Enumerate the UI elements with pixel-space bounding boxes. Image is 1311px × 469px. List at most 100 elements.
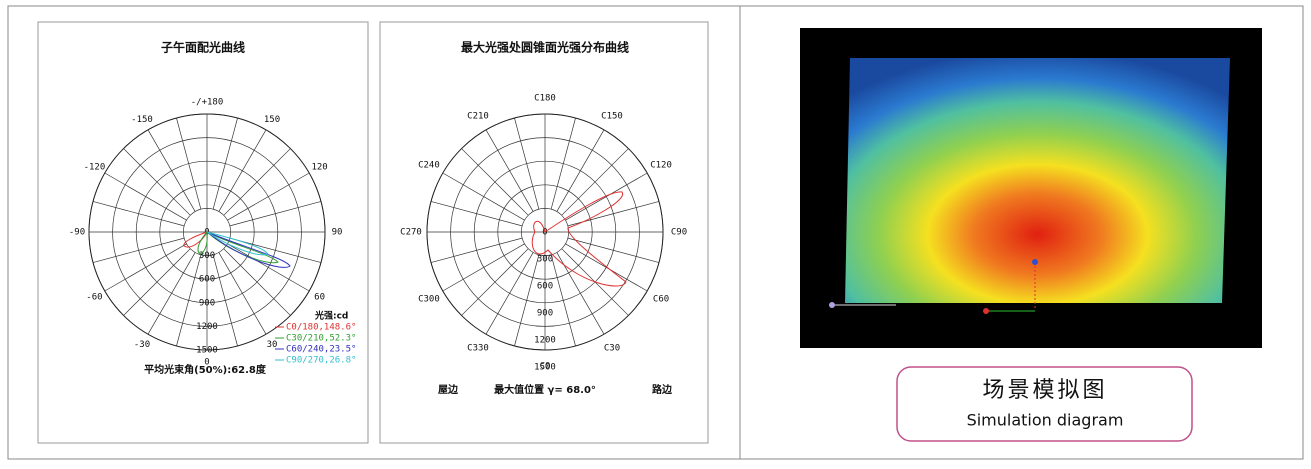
polar-grid: C180 C150 C120 C90 C60 C30 C0 C330 C300 C270 C240 C…	[400, 94, 687, 373]
angle-label: C270	[400, 228, 422, 238]
grid-spoke	[92, 201, 185, 227]
grid-spoke	[176, 117, 202, 210]
grid-spoke	[123, 248, 191, 316]
radial-label: 900	[199, 298, 215, 308]
radial-label: 600	[537, 282, 553, 292]
legend-title: 光强:cd	[314, 310, 348, 322]
grid-spoke	[442, 172, 525, 221]
legend: C0/180,148.6°C30/210,52.3°C60/240,23.5°C…	[275, 323, 356, 366]
angle-label: C330	[467, 344, 489, 354]
marker	[1032, 259, 1038, 265]
grid-spoke	[104, 172, 187, 221]
curve	[206, 231, 269, 256]
curve	[531, 191, 627, 287]
grid-spoke	[223, 248, 291, 316]
footer: 最大值位置 γ= 68.0°	[494, 383, 596, 396]
chart-frame	[37, 21, 369, 444]
angle-label: -60	[86, 293, 102, 303]
angle-label: C150	[601, 111, 623, 121]
grid-spoke	[565, 172, 648, 221]
chart-frame	[379, 21, 709, 444]
outer-frame	[7, 5, 1304, 460]
legend-label: C30/210,52.3°	[286, 334, 356, 344]
angle-label: C60	[653, 295, 669, 305]
angle-label: -150	[131, 115, 153, 125]
grid-spoke	[556, 129, 605, 212]
angle-label: C0	[540, 362, 551, 372]
grid-spoke	[147, 252, 196, 335]
grid-spoke	[212, 254, 238, 347]
radial-label: 900	[537, 309, 553, 319]
grid-spoke	[565, 243, 648, 292]
grid-spoke	[223, 148, 291, 216]
caption-cn: 场景模拟图	[982, 378, 1107, 403]
angle-label: 90	[332, 228, 343, 238]
grid-spoke	[176, 254, 202, 347]
angle-label: 150	[264, 115, 280, 125]
angle-label: -/+180	[191, 98, 224, 108]
footer: 平均光束角(50%):62.8度	[144, 363, 267, 376]
radial-label: 1200	[534, 336, 556, 346]
marker	[829, 302, 835, 308]
angle-label: -90	[69, 228, 85, 238]
grid-spoke	[442, 243, 525, 292]
radial-label: 300	[537, 255, 553, 265]
angle-label: C300	[418, 295, 440, 305]
angle-label: 0	[204, 358, 209, 368]
caption-box	[896, 366, 1193, 442]
angle-label: C240	[418, 161, 440, 171]
grid-spoke	[430, 237, 523, 263]
grid-spoke	[567, 237, 660, 263]
radial-label: 0	[542, 228, 547, 238]
grid-spoke	[461, 148, 529, 216]
angle-label: -30	[134, 340, 150, 350]
legend-label: C0/180,148.6°	[286, 323, 356, 333]
radial-label: 300	[199, 251, 215, 261]
grid-spoke	[550, 254, 576, 347]
grid-spoke	[430, 201, 523, 227]
legend-label: C90/270,26.8°	[286, 356, 356, 366]
grid-spoke	[550, 117, 576, 210]
chart-title: 最大光强处圆锥面光强分布曲线	[461, 40, 629, 55]
grid-spoke	[218, 129, 267, 212]
polar-grid: -/+1801501209060300-30-60-90-120-1500300…	[69, 98, 343, 368]
radial-label: 1200	[196, 322, 218, 332]
grid-spoke	[104, 243, 187, 292]
radial-label: 1500	[196, 346, 218, 356]
radial-label: 1500	[534, 363, 556, 373]
grid-spoke	[514, 117, 540, 210]
grid-spoke	[227, 243, 310, 292]
grid-spoke	[212, 117, 238, 210]
grid-spoke	[461, 248, 529, 316]
grid-spoke	[218, 252, 267, 335]
curve	[197, 231, 208, 255]
angle-label: 30	[267, 340, 278, 350]
grid-spoke	[92, 237, 185, 263]
grid-spoke	[123, 148, 191, 216]
footer: 屋边	[438, 383, 459, 396]
footer: 路边	[652, 383, 673, 396]
radial-label: 600	[199, 275, 215, 285]
marker	[983, 308, 989, 314]
angle-label: -120	[84, 163, 106, 173]
grid-spoke	[229, 201, 322, 227]
heatmap	[845, 58, 1230, 303]
curve	[206, 231, 291, 268]
angle-label: C30	[604, 344, 620, 354]
angle-label: C120	[650, 161, 672, 171]
legend-label: C60/240,23.5°	[286, 345, 356, 355]
angle-label: C210	[467, 111, 489, 121]
grid-spoke	[147, 129, 196, 212]
chart-title: 子午面配光曲线	[161, 40, 245, 55]
angle-label: C180	[534, 94, 556, 104]
angle-label: C90	[671, 228, 687, 238]
angle-label: 120	[311, 163, 327, 173]
grid-spoke	[561, 148, 629, 216]
angle-label: 60	[314, 293, 325, 303]
grid-spoke	[485, 129, 534, 212]
grid-spoke	[485, 252, 534, 335]
grid-spoke	[227, 172, 310, 221]
caption-en: Simulation diagram	[967, 411, 1124, 430]
grid-spoke	[514, 254, 540, 347]
